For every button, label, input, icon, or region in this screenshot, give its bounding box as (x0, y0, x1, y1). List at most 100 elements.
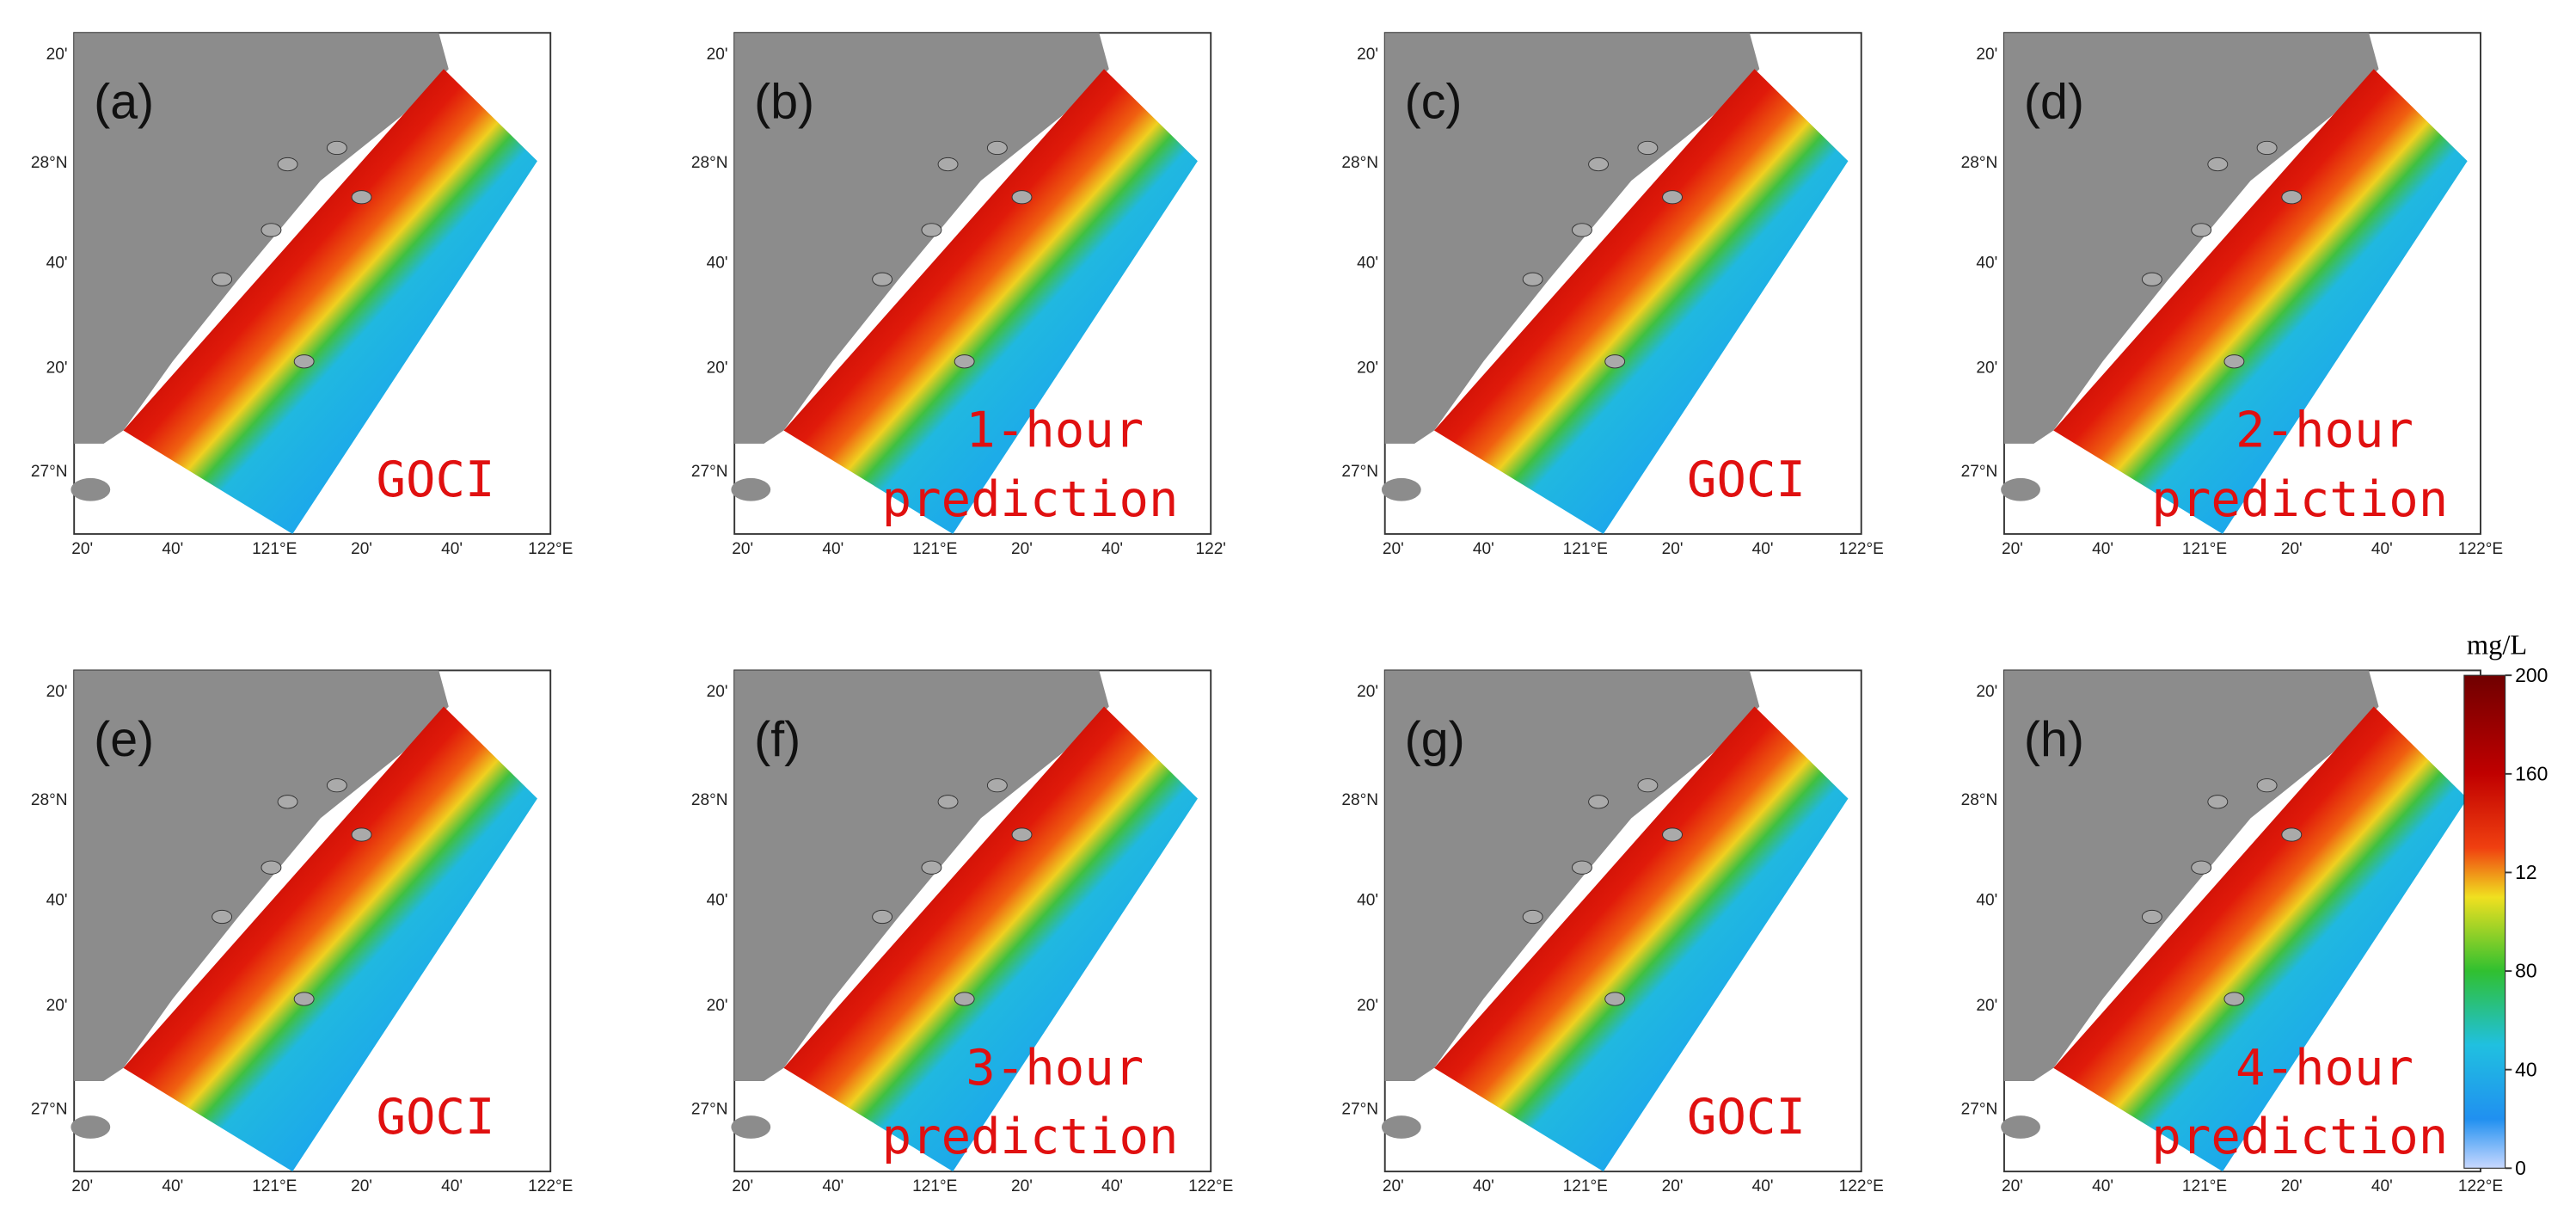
x-tick-label: 122°E (1839, 540, 1884, 558)
x-tick-label: 40' (822, 1177, 843, 1195)
colorbar-tick-label: 40 (2515, 1058, 2536, 1080)
y-tick-label: 40' (1357, 892, 1378, 910)
island (937, 795, 959, 809)
island (1572, 860, 1592, 875)
y-tick-label: 20' (1976, 997, 1997, 1015)
y-tick-label: 27°N (691, 463, 728, 481)
x-tick-label: 122' (1195, 540, 1226, 558)
island (1637, 140, 1659, 156)
panel-caption: 4-hour (2236, 1039, 2413, 1097)
x-tick-label: 20' (732, 1177, 753, 1195)
y-tick-label: 28°N (31, 154, 68, 172)
map-panel: (b) 20' 28°N 40' 20' 27°N 20' 40' 121°E 20' 40' 122… (691, 32, 1226, 558)
x-tick-label: 20' (2281, 540, 2303, 558)
colorbar (2463, 674, 2506, 1169)
panel-label: (d) (2024, 75, 2084, 130)
x-tick-label: 121°E (2182, 540, 2227, 558)
x-tick-label: 121°E (912, 1177, 957, 1195)
x-tick-label: 20' (2002, 1177, 2023, 1195)
y-tick-label: 28°N (1341, 791, 1378, 809)
island (1011, 190, 1033, 205)
x-tick-label: 40' (2371, 540, 2393, 558)
island (71, 477, 111, 501)
y-tick-label: 27°N (31, 463, 68, 481)
colorbar-tick-label: 80 (2515, 960, 2536, 982)
y-tick-label: 40' (707, 892, 728, 910)
x-tick-label: 122°E (528, 1177, 573, 1195)
land (74, 670, 449, 1082)
y-tick-label: 20' (707, 46, 728, 64)
y-tick-label: 20' (707, 997, 728, 1015)
y-tick-label: 20' (46, 997, 68, 1015)
panel-label: (h) (2024, 712, 2084, 767)
y-tick-label: 20' (1976, 683, 1997, 701)
x-tick-label: 122°E (1839, 1177, 1884, 1195)
panel-caption: prediction (882, 1108, 1179, 1165)
y-tick-label: 40' (1976, 254, 1997, 272)
x-tick-label: 20' (1011, 540, 1033, 558)
colorbar-tick-label: 160 (2515, 762, 2548, 784)
island (277, 795, 298, 809)
island (1522, 909, 1543, 925)
x-tick-label: 20' (351, 540, 372, 558)
y-tick-label: 20' (1357, 683, 1378, 701)
island (212, 909, 233, 925)
x-tick-label: 20' (71, 540, 93, 558)
map-panel: (g) 20' 28°N 40' 20' 27°N 20' 40' 121°E 20' 40' 122… (1341, 669, 1884, 1195)
sea (123, 69, 537, 534)
sea (2053, 69, 2468, 534)
island (986, 140, 1008, 156)
x-tick-label: 20' (1383, 540, 1404, 558)
island (293, 354, 315, 369)
panel-caption: GOCI (1687, 451, 1806, 508)
x-tick-label: 121°E (2182, 1177, 2227, 1195)
panel-caption: prediction (2151, 1108, 2448, 1165)
island (937, 157, 959, 172)
x-tick-label: 121°E (252, 540, 297, 558)
panel-caption: GOCI (376, 1088, 494, 1146)
y-tick-label: 27°N (31, 1100, 68, 1118)
map-panel: (f) 20' 28°N 40' 20' 27°N 20' 40' 121°E 20' 40' 122… (691, 669, 1233, 1195)
panel-label: (f) (754, 712, 800, 767)
x-tick-label: 20' (1662, 540, 1684, 558)
y-tick-label: 28°N (1341, 154, 1378, 172)
panel-caption: GOCI (376, 451, 494, 508)
x-tick-label: 20' (1383, 1177, 1404, 1195)
map-panel: (c) 20' 28°N 40' 20' 27°N 20' 40' 121°E 20' 40' 122… (1341, 32, 1884, 558)
island (1604, 354, 1626, 369)
island (2281, 827, 2303, 842)
colorbar-unit: mg/L (2467, 630, 2527, 661)
panel-caption: GOCI (1687, 1088, 1806, 1146)
island (1381, 1115, 1421, 1139)
y-tick-label: 27°N (1961, 1100, 1998, 1118)
island (1604, 992, 1626, 1006)
y-tick-label: 20' (1976, 359, 1997, 378)
island (2223, 354, 2245, 369)
island (872, 909, 893, 925)
x-tick-label: 40' (441, 1177, 463, 1195)
island (1588, 157, 1610, 172)
panel-label: (c) (1405, 75, 1463, 130)
y-tick-label: 27°N (1341, 463, 1378, 481)
island (2223, 992, 2245, 1006)
panel-caption: 1-hour (966, 402, 1144, 459)
y-tick-label: 20' (707, 683, 728, 701)
colorbar-tick-label: 0 (2515, 1157, 2526, 1179)
panel-caption: prediction (882, 470, 1179, 528)
land (734, 33, 1109, 444)
x-tick-label: 40' (1752, 540, 1774, 558)
island (293, 992, 315, 1006)
island (2141, 272, 2162, 286)
map-panel: (h) 20' 28°N 40' 20' 27°N 20' 40' 121°E 20' 40' 122… (1961, 669, 2503, 1195)
y-tick-label: 28°N (1961, 154, 1998, 172)
x-tick-label: 20' (2281, 1177, 2303, 1195)
x-tick-label: 40' (2092, 540, 2113, 558)
y-tick-label: 40' (707, 254, 728, 272)
map-panel: (a) 20' 28°N 40' 20' 27°N 20' 40' 121°E 20' 40' 122… (31, 32, 573, 558)
colorbar-tick-label: 12 (2515, 861, 2536, 883)
panel-label: (e) (94, 712, 154, 767)
island (731, 1115, 771, 1139)
y-tick-label: 20' (707, 359, 728, 378)
map-panel: (e) 20' 28°N 40' 20' 27°N 20' 40' 121°E 20' 40' 122… (31, 669, 573, 1195)
x-tick-label: 40' (1473, 1177, 1494, 1195)
